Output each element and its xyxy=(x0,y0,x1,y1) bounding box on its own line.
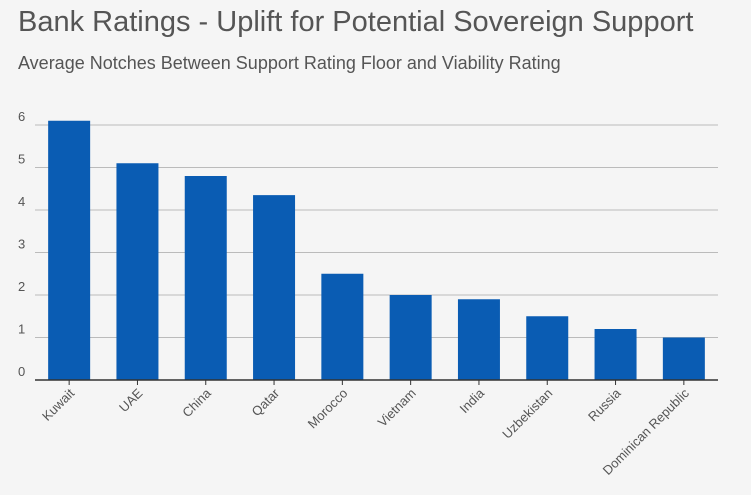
y-tick-label: 3 xyxy=(18,237,25,252)
chart-subtitle: Average Notches Between Support Rating F… xyxy=(18,53,561,73)
y-tick-label: 0 xyxy=(18,364,25,379)
y-tick-label: 4 xyxy=(18,194,25,209)
bar-china xyxy=(184,176,227,380)
x-tick-label: India xyxy=(457,385,488,416)
bar-qatar xyxy=(253,195,296,380)
bar-dominican-republic xyxy=(662,337,705,380)
x-tick-label: Qatar xyxy=(249,385,283,419)
y-tick-label: 6 xyxy=(18,109,25,124)
bar-kuwait xyxy=(48,120,91,380)
y-axis-ticks: 0 1 2 3 4 5 6 xyxy=(18,109,25,379)
bar-russia xyxy=(594,329,637,380)
bar-uae xyxy=(116,163,159,380)
x-tick-label: Morocco xyxy=(305,386,351,432)
x-tick-label: Russia xyxy=(585,385,624,424)
bar-morocco xyxy=(321,273,364,380)
bars xyxy=(48,120,705,380)
chart-title: Bank Ratings - Uplift for Potential Sove… xyxy=(18,6,694,38)
bar-vietnam xyxy=(389,295,432,380)
x-tick-label: Vietnam xyxy=(375,386,419,430)
bar-uzbekistan xyxy=(526,316,569,380)
y-tick-label: 2 xyxy=(18,279,25,294)
y-tick-label: 1 xyxy=(18,322,25,337)
x-tick-label: China xyxy=(179,385,214,420)
x-axis-ticks: Kuwait UAE China Qatar Morocco Vietnam India Uz… xyxy=(39,380,692,478)
x-tick-label: Kuwait xyxy=(39,385,77,423)
x-tick-label: UAE xyxy=(116,385,146,415)
x-tick-label: Uzbekistan xyxy=(499,386,555,442)
bar-india xyxy=(457,299,500,380)
y-tick-label: 5 xyxy=(18,152,25,167)
